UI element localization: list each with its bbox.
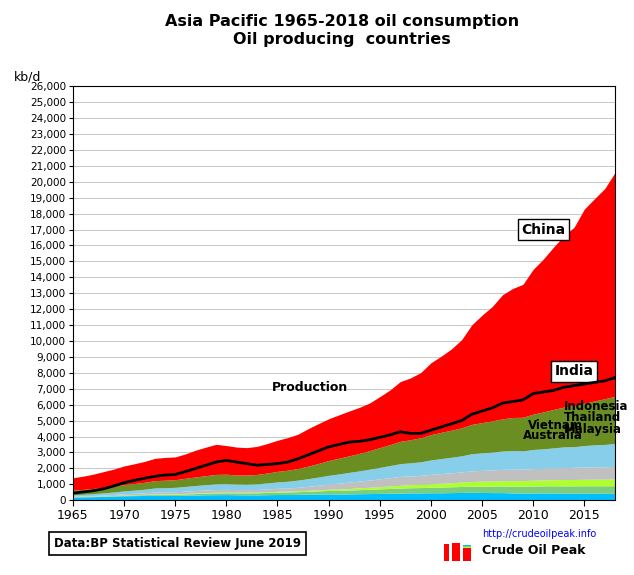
Text: kb/d: kb/d [14, 70, 41, 83]
Text: China: China [521, 223, 566, 236]
Text: Indonesia: Indonesia [564, 400, 628, 413]
Bar [463, 547, 471, 561]
Text: Thailand: Thailand [564, 411, 621, 424]
Bar [452, 549, 460, 561]
Text: http://crudeoilpeak.info: http://crudeoilpeak.info [482, 528, 596, 539]
Text: Production: Production [273, 381, 349, 393]
Text: India: India [555, 365, 593, 378]
Text: Data:BP Statistical Review June 2019: Data:BP Statistical Review June 2019 [54, 537, 301, 550]
Bar [452, 543, 460, 561]
Text: Vietnam: Vietnam [528, 419, 583, 432]
Text: Asia Pacific 1965-2018 oil consumption: Asia Pacific 1965-2018 oil consumption [165, 14, 519, 29]
Bar [463, 549, 471, 561]
Bar [463, 546, 471, 561]
Bar [452, 546, 460, 561]
Bar [441, 551, 449, 561]
Bar [441, 549, 449, 561]
Bar [441, 544, 449, 561]
Bar [463, 547, 471, 561]
Text: Australia: Australia [523, 430, 583, 442]
Bar [452, 547, 460, 561]
Bar [452, 545, 460, 561]
Text: Crude Oil Peak: Crude Oil Peak [482, 545, 585, 557]
Bar [441, 546, 449, 561]
Bar [441, 553, 449, 561]
Bar [463, 545, 471, 561]
Text: Malaysia: Malaysia [564, 423, 622, 436]
Text: Oil producing  countries: Oil producing countries [233, 32, 451, 47]
